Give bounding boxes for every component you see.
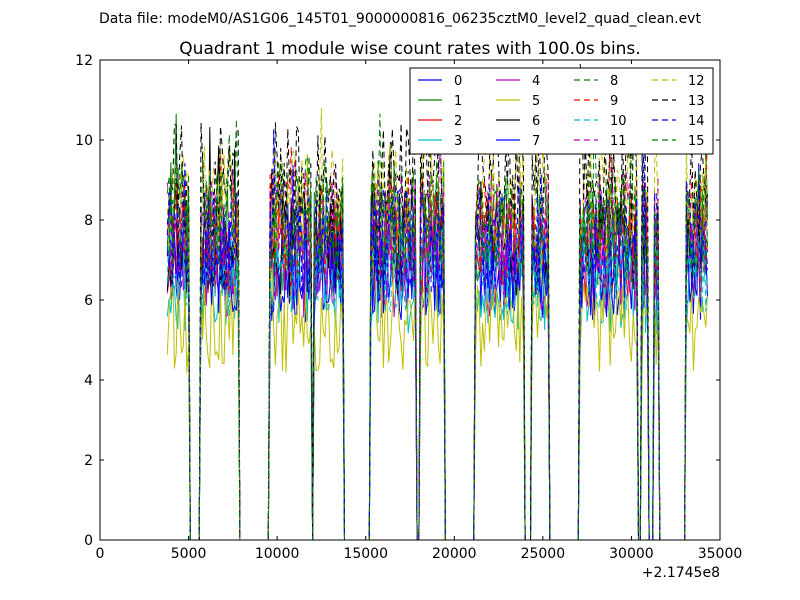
series-line-15 — [166, 90, 709, 541]
legend-label-10: 10 — [610, 114, 627, 129]
x-tick-label: 20000 — [432, 546, 477, 562]
y-tick-label: 8 — [84, 213, 93, 229]
y-tick-label: 2 — [84, 453, 93, 469]
x-tick-label: 10000 — [255, 546, 300, 562]
legend-label-3: 3 — [454, 134, 462, 149]
x-tick-label: 0 — [96, 546, 105, 562]
chart-suptitle: Data file: modeM0/AS1G06_145T01_90000008… — [99, 11, 701, 27]
x-tick-label: 5000 — [171, 546, 207, 562]
legend-label-12: 12 — [688, 74, 705, 89]
legend-label-2: 2 — [454, 114, 462, 129]
legend-label-9: 9 — [610, 94, 618, 109]
x-tick-label: 35000 — [698, 546, 743, 562]
legend-label-13: 13 — [688, 94, 705, 109]
series-line-9 — [166, 104, 709, 541]
legend-label-11: 11 — [610, 134, 627, 149]
x-tick-label: 15000 — [343, 546, 388, 562]
legend-label-7: 7 — [532, 134, 540, 149]
axis-layer: 0 5000 10000 15000 20000 25000 30000 35000 0 2 4 6 8… — [75, 53, 742, 562]
x-offset-label: +2.1745e8 — [642, 565, 720, 581]
y-tick-label: 4 — [84, 373, 93, 389]
y-tick-label: 0 — [84, 533, 93, 549]
legend-label-1: 1 — [454, 94, 462, 109]
y-tick-label: 10 — [75, 133, 93, 149]
y-tick-label: 6 — [84, 293, 93, 309]
series-line-13 — [166, 63, 709, 541]
y-tick-label: 12 — [75, 53, 93, 69]
legend-label-5: 5 — [532, 94, 540, 109]
legend-label-14: 14 — [688, 114, 705, 129]
x-tick-label: 25000 — [521, 546, 566, 562]
series-line-10 — [166, 190, 709, 541]
legend-label-4: 4 — [532, 74, 540, 89]
x-tick-label: 30000 — [609, 546, 654, 562]
chart-title: Quadrant 1 module wise count rates with … — [179, 39, 640, 59]
legend-label-8: 8 — [610, 74, 618, 89]
legend-label-6: 6 — [532, 114, 540, 129]
legend-label-0: 0 — [454, 74, 462, 89]
legend-label-15: 15 — [688, 134, 705, 149]
